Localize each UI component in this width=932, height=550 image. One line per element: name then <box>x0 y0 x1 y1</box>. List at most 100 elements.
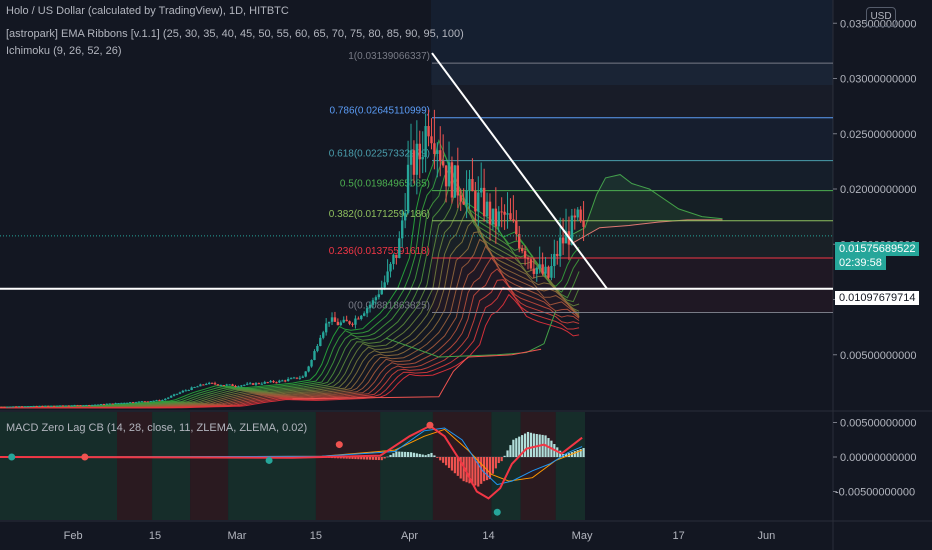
candle-body <box>55 405 59 407</box>
macd-histogram-bar <box>456 457 459 476</box>
macd-band <box>520 412 556 520</box>
candle-body <box>275 382 278 384</box>
candle-body <box>468 179 471 191</box>
macd-histogram-bar <box>357 457 360 460</box>
candle-body <box>44 405 47 407</box>
macd-histogram-bar <box>415 453 418 457</box>
macd-histogram-bar <box>424 455 427 457</box>
macd-histogram-bar <box>401 451 404 457</box>
macd-histogram-bar <box>374 457 377 460</box>
macd-pane[interactable] <box>0 421 585 516</box>
macd-histogram-bar <box>386 456 389 458</box>
candle-body <box>263 382 266 384</box>
candle-body <box>178 392 182 394</box>
candle-body <box>140 401 144 403</box>
candle-body <box>421 157 424 160</box>
macd-histogram-bar <box>515 438 518 457</box>
macd-line <box>0 424 583 500</box>
candle-body <box>35 405 38 407</box>
candle-body <box>491 208 495 225</box>
candle-body <box>289 378 293 380</box>
candle-body <box>96 404 100 406</box>
candle-body <box>134 402 138 404</box>
macd-histogram-bar <box>471 457 474 485</box>
fib-zone <box>432 220 833 258</box>
candle-body <box>58 405 62 407</box>
macd-histogram-bar <box>468 457 471 484</box>
candle-body <box>295 377 299 379</box>
candle-body <box>307 366 310 372</box>
candle-body <box>161 400 164 402</box>
cloud-lower-edge-red <box>292 348 542 400</box>
candle-body <box>547 266 550 278</box>
candle-body <box>12 406 15 408</box>
candle-body <box>0 406 3 408</box>
candle-body <box>17 406 21 408</box>
candle-body <box>327 321 331 324</box>
macd-histogram-bar <box>398 451 401 457</box>
candle-body <box>82 405 85 407</box>
fib-zone <box>432 63 833 118</box>
macd-histogram-bar <box>483 457 486 482</box>
candle-body <box>415 143 419 175</box>
ema-ribbons <box>0 139 580 409</box>
macd-signal-line <box>0 427 583 486</box>
candle-body <box>9 406 12 408</box>
candle-body <box>187 390 190 392</box>
candle-body <box>167 397 170 399</box>
fib-level-label: 0.618(0.02257332979) <box>329 149 430 160</box>
candle-body <box>544 266 547 274</box>
macd-histogram-bar <box>430 452 433 457</box>
candle-body <box>199 384 202 387</box>
candle-body <box>363 313 366 316</box>
candle-body <box>164 398 167 401</box>
macd-histogram-bar <box>459 457 462 479</box>
candle-body <box>345 319 348 322</box>
currency-button[interactable]: USD <box>866 7 896 27</box>
macd-histogram-bar <box>480 457 483 484</box>
macd-histogram-bar <box>351 457 354 459</box>
macd-histogram-bar <box>395 451 398 457</box>
candle-body <box>222 385 225 387</box>
candle-body <box>386 271 389 283</box>
candle-body <box>184 390 187 392</box>
candle-body <box>269 381 272 383</box>
candle-body <box>38 405 41 407</box>
macd-histogram-bar <box>512 439 515 457</box>
hline-price-tag: 0.01097679714 <box>835 291 920 305</box>
candle-body <box>518 234 521 249</box>
candle-body <box>444 165 448 187</box>
macd-histogram-bar <box>368 457 372 460</box>
candle-body <box>243 384 246 386</box>
time-tick-label: May <box>572 530 593 542</box>
candle-body <box>14 406 18 408</box>
time-axis[interactable]: Feb 15 Mar 15 Apr 14 May 17 Jun <box>64 530 776 542</box>
candle-body <box>117 403 120 405</box>
candle-body <box>576 209 579 218</box>
candle-body <box>67 405 70 407</box>
macd-histogram-bar <box>345 457 348 459</box>
macd-histogram-bar <box>518 436 521 457</box>
fib-zone <box>432 160 833 191</box>
macd-histogram-bar <box>532 433 535 457</box>
fib-level-label: 0.236(0.01375591618) <box>329 246 430 257</box>
macd-histogram-bar <box>509 445 512 457</box>
candle-body <box>319 337 322 346</box>
candle-body <box>453 165 457 198</box>
candle-body <box>354 318 357 325</box>
candle-body <box>447 162 451 187</box>
macd-histogram-bar <box>488 457 492 480</box>
macd-histogram-bar <box>436 457 439 458</box>
candle-body <box>430 136 433 144</box>
candle-body <box>108 403 111 405</box>
candle-body <box>175 393 179 395</box>
candle-body <box>26 406 30 408</box>
macd-histogram-bar <box>421 454 424 457</box>
candle-body <box>412 150 416 175</box>
candle-body <box>61 405 65 407</box>
candle-body <box>216 384 220 386</box>
ema-ribbon-line <box>0 293 580 409</box>
candle-body <box>129 402 132 404</box>
macd-histogram-bar <box>445 457 448 466</box>
